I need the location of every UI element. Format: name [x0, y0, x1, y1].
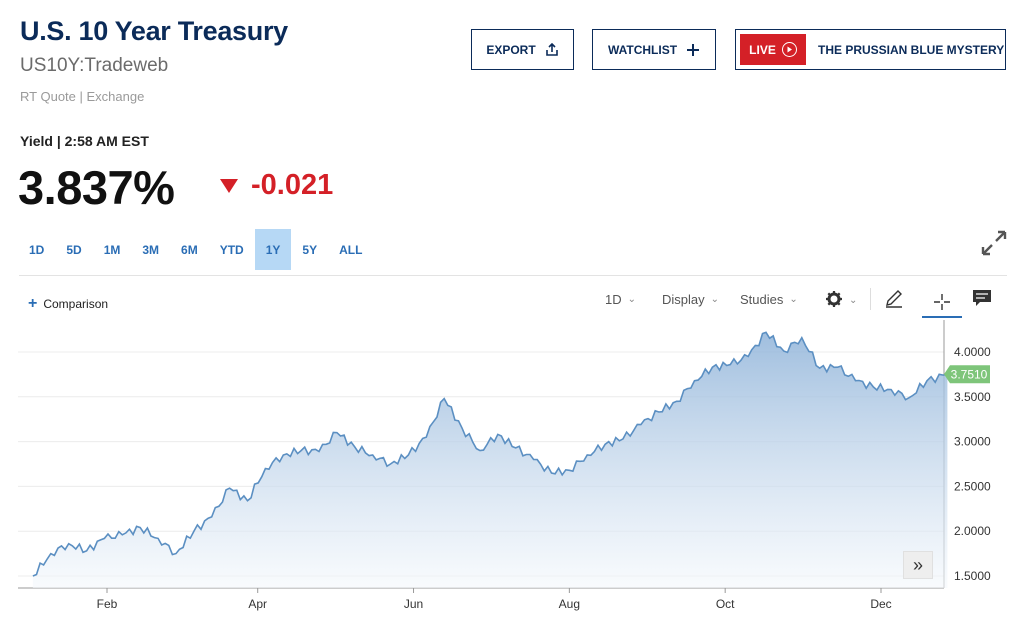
watchlist-button[interactable]: WATCHLIST	[592, 29, 716, 70]
x-tick-label: Jun	[404, 597, 423, 611]
range-5y[interactable]: 5Y	[302, 242, 318, 257]
plus-icon	[686, 43, 700, 57]
down-triangle-icon	[219, 169, 239, 202]
plus-icon: +	[28, 295, 38, 312]
comparison-button[interactable]: + Comparison	[28, 295, 108, 313]
range-5d[interactable]: 5D	[66, 242, 82, 257]
last-price: 3.837%	[18, 161, 175, 214]
divider	[19, 275, 1007, 276]
comparison-label: Comparison	[43, 297, 109, 311]
y-tick-label: 4.0000	[954, 345, 991, 359]
interval-label: 1D	[605, 292, 622, 307]
range-ytd[interactable]: YTD	[219, 242, 244, 257]
ticker-symbol: US10Y:Tradeweb	[20, 55, 169, 76]
x-tick-label: Aug	[559, 597, 580, 611]
export-label: EXPORT	[486, 42, 536, 57]
export-icon	[545, 42, 559, 57]
studies-dropdown[interactable]: Studies ⌄	[740, 292, 798, 307]
y-tick-label: 3.5000	[954, 390, 991, 404]
y-tick-label: 3.0000	[954, 435, 991, 449]
comment-icon[interactable]	[967, 286, 997, 310]
last-price-tag-bg	[944, 365, 990, 384]
live-badge-label: LIVE	[749, 42, 776, 57]
chevron-down-icon: ⌄	[710, 294, 720, 305]
expand-icon[interactable]	[980, 229, 1008, 257]
interval-dropdown[interactable]: 1D ⌄	[605, 292, 636, 307]
export-button[interactable]: EXPORT	[471, 29, 574, 70]
range-1m[interactable]: 1M	[103, 242, 121, 257]
range-1d[interactable]: 1D	[29, 242, 45, 257]
play-circle-icon	[781, 42, 797, 57]
page-title: U.S. 10 Year Treasury	[20, 16, 288, 46]
double-chevron-right-icon[interactable]: »	[903, 551, 933, 579]
display-dropdown[interactable]: Display ⌄	[662, 292, 719, 307]
price-chart[interactable]: 4.0000 3.5000 3.0000 2.5000 2.0000 1.5000 Feb A…	[0, 320, 1024, 619]
live-show-title: THE PRUSSIAN BLUE MYSTERY	[818, 42, 1005, 57]
quote-source: RT Quote | Exchange	[20, 89, 145, 104]
studies-label: Studies	[740, 292, 784, 307]
gear-icon	[825, 290, 843, 311]
range-all[interactable]: ALL	[339, 242, 363, 257]
range-6m[interactable]: 6M	[181, 242, 198, 257]
x-tick-label: Apr	[248, 597, 267, 611]
live-badge: LIVE	[740, 34, 806, 65]
y-tick-label: 1.5000	[954, 569, 991, 583]
x-tick-label: Oct	[716, 597, 735, 611]
last-price-tag: 3.7510	[944, 365, 990, 384]
time-range-selector: 1D 5D 1M 3M 6M YTD 1Y 5Y ALL	[18, 229, 373, 270]
change-value: -0.021	[251, 169, 334, 201]
watchlist-label: WATCHLIST	[607, 42, 678, 57]
crosshair-icon[interactable]	[922, 288, 962, 318]
yield-timestamp: Yield | 2:58 AM EST	[20, 133, 149, 149]
settings-dropdown[interactable]: ⌄	[825, 290, 857, 311]
y-tick-label: 2.0000	[954, 524, 991, 538]
last-price-tag-label: 3.7510	[951, 367, 988, 381]
range-3m[interactable]: 3M	[142, 242, 160, 257]
chevron-down-icon: ⌄	[789, 294, 798, 305]
toolbar-separator	[870, 288, 871, 310]
series-line	[32, 331, 948, 577]
live-stream-button[interactable]: LIVE THE PRUSSIAN BLUE MYSTERY	[735, 29, 1006, 70]
display-label: Display	[662, 292, 705, 307]
chevron-down-icon: ⌄	[849, 295, 858, 306]
x-tick-label: Feb	[97, 597, 118, 611]
chevron-down-icon: ⌄	[627, 294, 637, 305]
series-area	[32, 332, 948, 588]
x-tick-label: Dec	[870, 597, 891, 611]
pencil-icon[interactable]	[879, 286, 909, 310]
price-change: -0.021	[219, 169, 333, 202]
y-tick-label: 2.5000	[954, 479, 991, 493]
range-1y[interactable]: 1Y	[254, 229, 292, 270]
